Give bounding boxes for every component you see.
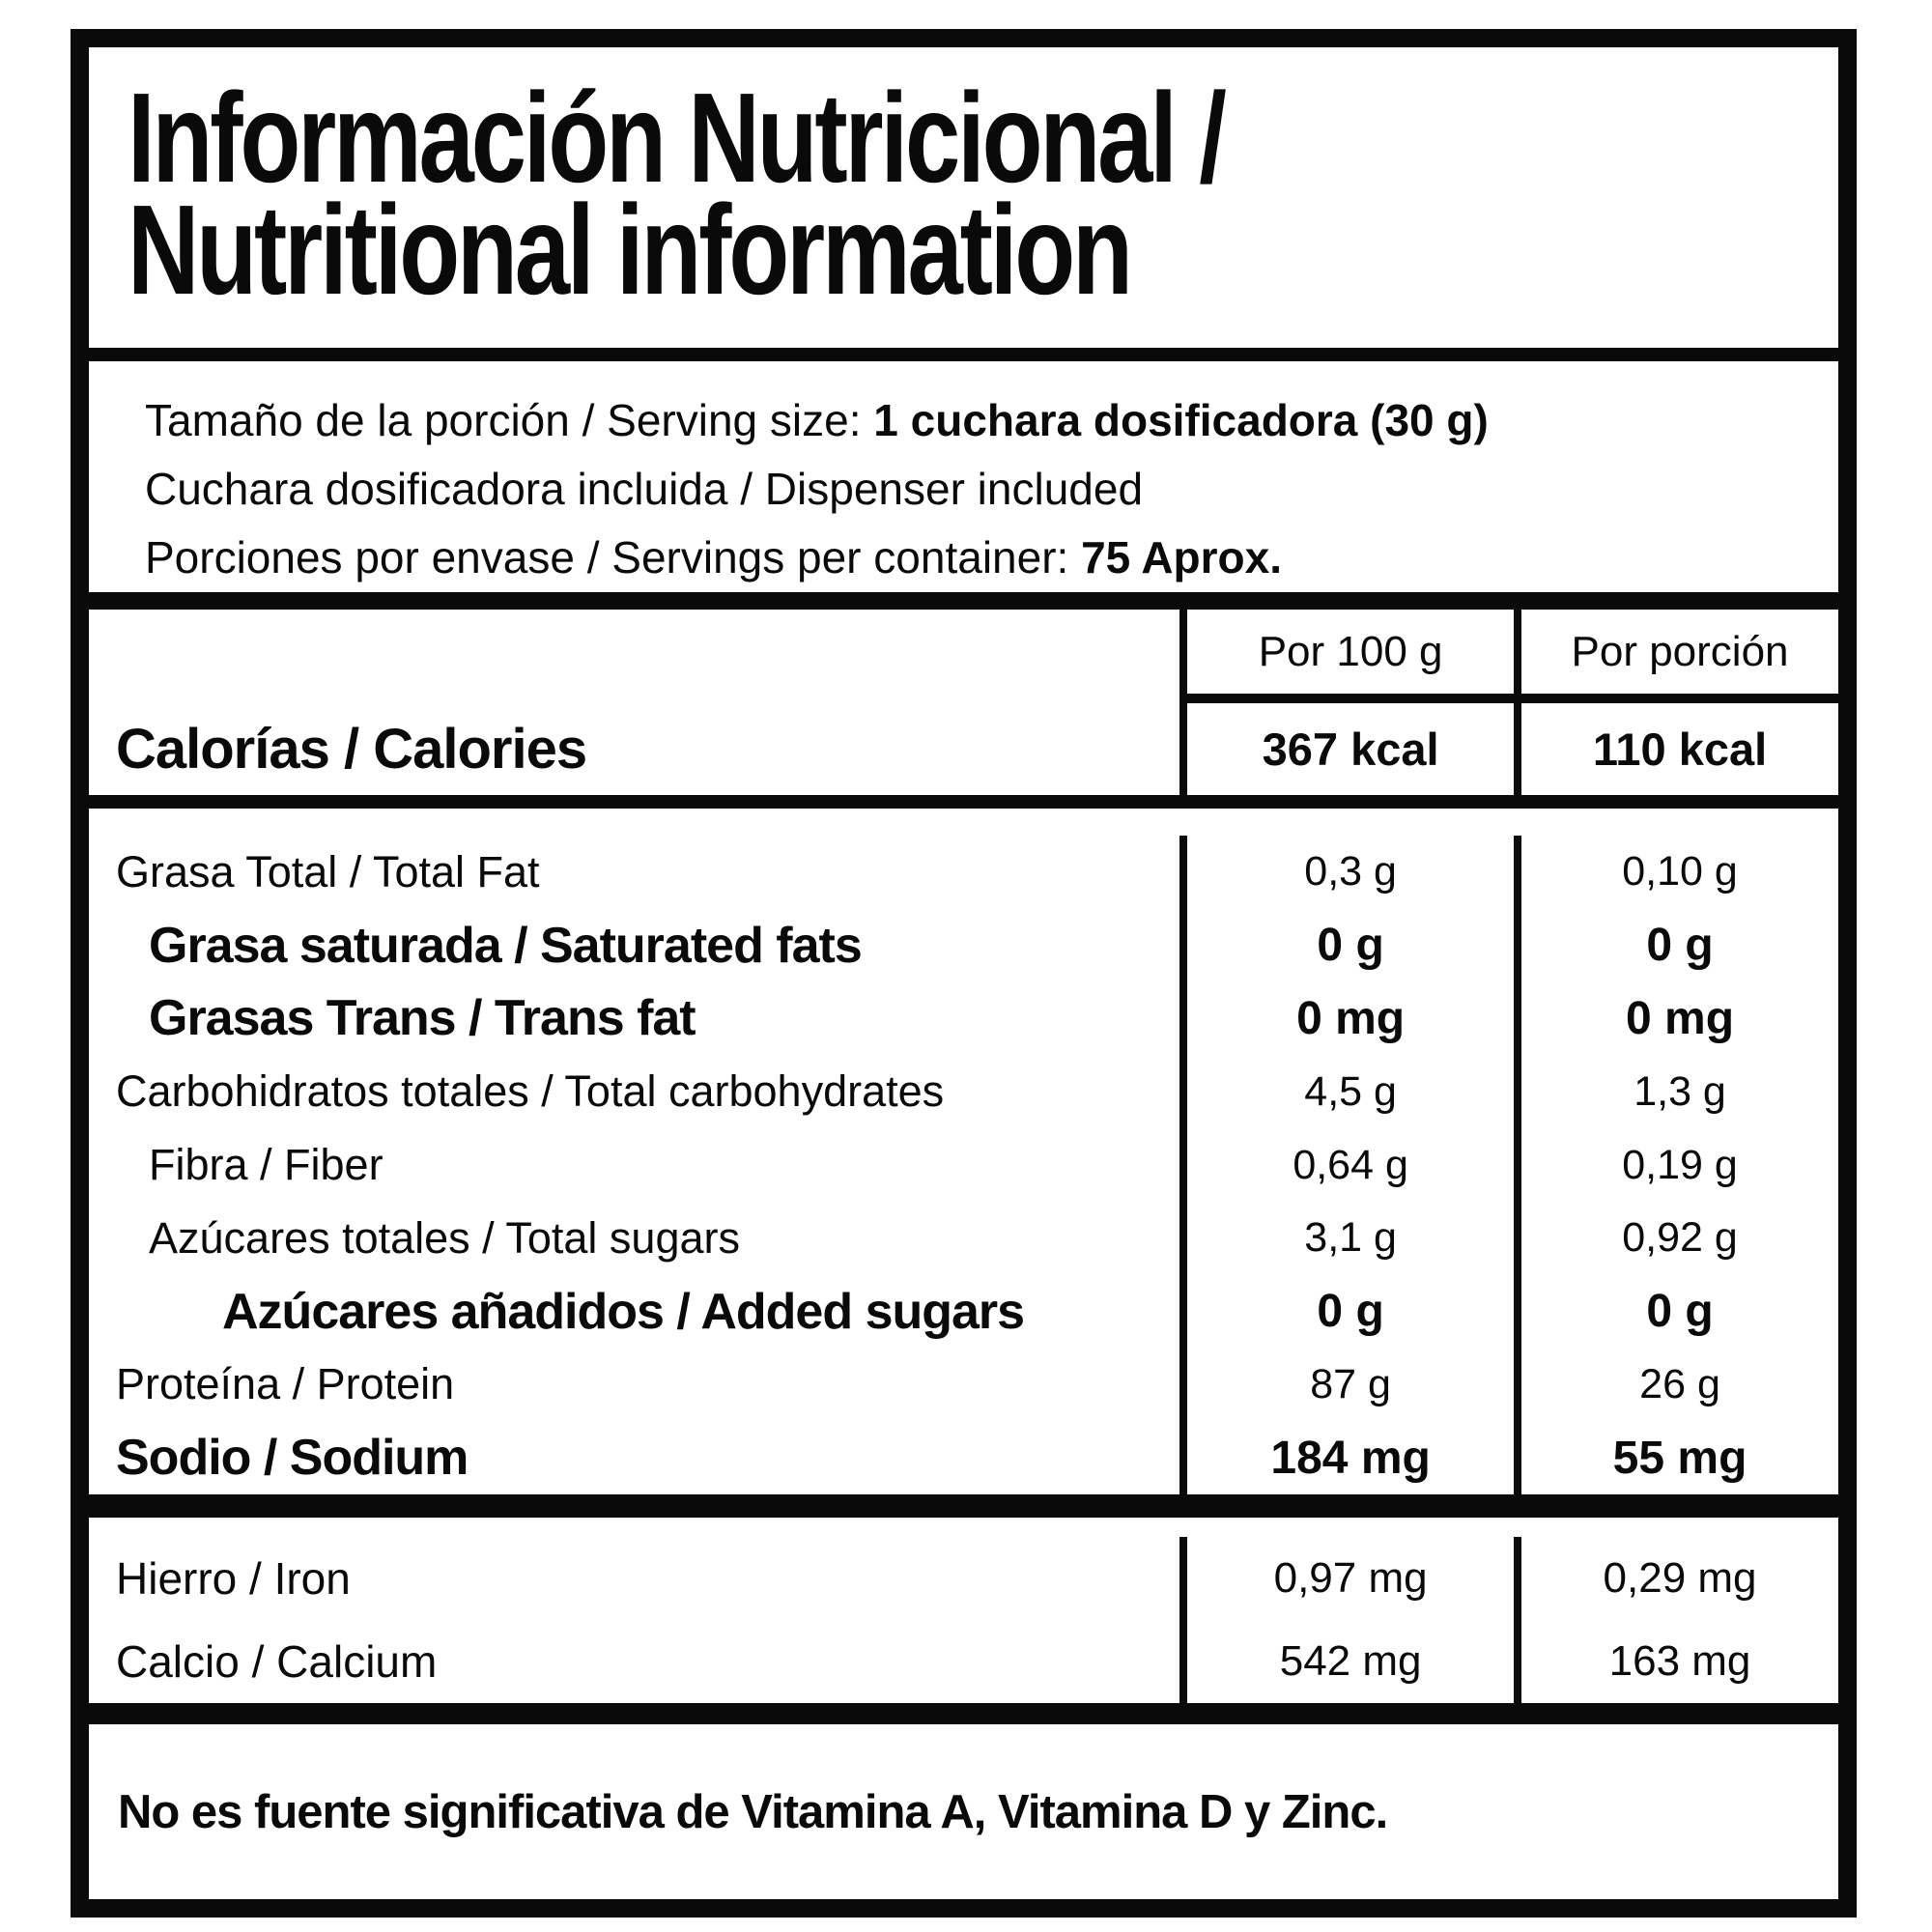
servings-per-container-line: Porciones por envase / Servings per cont…	[145, 524, 1838, 592]
footer-note: No es fuente significativa de Vitamina A…	[118, 1785, 1388, 1838]
nutrient-per-serving-value: 55 mg	[1514, 1421, 1838, 1495]
nutrient-rows: Grasa Total / Total Fat 0,3 g 0,10 g Grasa …	[89, 809, 1838, 1495]
column-header-spacer	[89, 610, 1179, 703]
nutrient-per-serving-value: 0 mg	[1514, 981, 1838, 1056]
column-header-per-serving: Por porción	[1514, 610, 1838, 703]
nutrient-per-100g-value: 0 g	[1179, 908, 1514, 982]
nutrient-per-100g-value: 0 g	[1179, 1274, 1514, 1349]
nutrient-row: Carbohidratos totales / Total carbohydra…	[89, 1055, 1838, 1129]
nutrient-label: Azúcares totales / Total sugars	[149, 1212, 740, 1263]
nutrient-per-serving-value: 26 g	[1514, 1348, 1838, 1422]
nutrient-row: Fibra / Fiber 0,64 g 0,19 g	[89, 1128, 1838, 1202]
servings-per-container-label: Porciones por envase / Servings per cont…	[145, 532, 1082, 582]
nutrient-per-serving-value: 0,92 g	[1514, 1201, 1838, 1275]
nutrient-row: Grasa Total / Total Fat 0,3 g 0,10 g	[89, 836, 1838, 909]
nutrient-per-100g-value: 0,3 g	[1179, 836, 1514, 909]
calories-per-serving-value: 110 kcal	[1514, 703, 1838, 795]
nutrient-row: Proteína / Protein 87 g 26 g	[89, 1348, 1838, 1422]
label-title: Información Nutricional / Nutritional in…	[89, 47, 1838, 361]
serving-size-value: 1 cuchara dosificadora (30 g)	[873, 395, 1489, 445]
serving-size-label: Tamaño de la porción / Serving size:	[145, 395, 874, 445]
nutrient-label: Grasas Trans / Trans fat	[149, 990, 696, 1047]
nutrient-per-100g-value: 0 mg	[1179, 981, 1514, 1056]
nutrient-per-100g-value: 4,5 g	[1179, 1055, 1514, 1129]
mineral-label: Hierro / Iron	[116, 1553, 351, 1604]
nutrient-row: Azúcares totales / Total sugars 3,1 g 0,92…	[89, 1201, 1838, 1275]
nutrient-label: Grasa Total / Total Fat	[116, 846, 540, 896]
mineral-label: Calcio / Calcium	[116, 1636, 438, 1687]
title-line-english: Nutritional information	[128, 179, 1133, 321]
serving-size-line: Tamaño de la porción / Serving size: 1 c…	[145, 386, 1838, 455]
servings-per-container-value: 75 Aprox.	[1081, 532, 1282, 582]
serving-info: Tamaño de la porción / Serving size: 1 c…	[89, 361, 1838, 610]
nutrient-per-serving-value: 0 g	[1514, 1274, 1838, 1349]
nutrient-label: Azúcares añadidos / Added sugars	[222, 1283, 1025, 1340]
nutrient-row: Sodio / Sodium 184 mg 55 mg	[89, 1421, 1838, 1495]
nutrient-per-100g-value: 0,64 g	[1179, 1128, 1514, 1202]
mineral-row: Calcio / Calcium 542 mg 163 mg	[89, 1620, 1838, 1703]
nutrient-per-serving-value: 0,19 g	[1514, 1128, 1838, 1202]
calories-per-100g-value: 367 kcal	[1179, 703, 1514, 795]
title-line-spanish: Información Nutricional /	[128, 67, 1227, 209]
minerals-section: Hierro / Iron 0,97 mg 0,29 mg Calcio / Calc…	[89, 1518, 1838, 1724]
nutrient-per-100g-value: 87 g	[1179, 1348, 1514, 1422]
mineral-per-serving-value: 0,29 mg	[1514, 1537, 1838, 1620]
mineral-per-serving-value: 163 mg	[1514, 1620, 1838, 1703]
column-header-per-100g: Por 100 g	[1179, 610, 1515, 703]
nutrient-per-100g-value: 184 mg	[1179, 1421, 1514, 1495]
mineral-per-100g-value: 542 mg	[1179, 1620, 1514, 1703]
nutrient-per-serving-value: 0,10 g	[1514, 836, 1838, 909]
nutrient-per-serving-value: 1,3 g	[1514, 1055, 1838, 1129]
nutrient-label: Carbohidratos totales / Total carbohydra…	[116, 1066, 945, 1117]
nutrient-label: Sodio / Sodium	[116, 1430, 469, 1487]
calories-row: Calorías / Calories 367 kcal 110 kcal	[89, 703, 1838, 809]
nutrient-row: Grasas Trans / Trans fat 0 mg 0 mg	[89, 981, 1838, 1056]
mineral-per-100g-value: 0,97 mg	[1179, 1537, 1514, 1620]
dispenser-line: Cuchara dosificadora incluida / Dispense…	[145, 464, 1144, 514]
nutrition-table: Por 100 g Por porción Calorías / Calorie…	[89, 610, 1838, 1518]
column-header-row: Por 100 g Por porción	[89, 610, 1838, 703]
nutrient-per-serving-value: 0 g	[1514, 908, 1838, 982]
nutrient-per-100g-value: 3,1 g	[1179, 1201, 1514, 1275]
nutrient-label: Proteína / Protein	[116, 1359, 455, 1409]
nutrient-label: Fibra / Fiber	[149, 1140, 384, 1190]
calories-label: Calorías / Calories	[116, 718, 587, 781]
nutrition-label: Información Nutricional / Nutritional in…	[71, 29, 1857, 1918]
nutrient-label: Grasa saturada / Saturated fats	[149, 917, 863, 974]
mineral-row: Hierro / Iron 0,97 mg 0,29 mg	[89, 1537, 1838, 1620]
